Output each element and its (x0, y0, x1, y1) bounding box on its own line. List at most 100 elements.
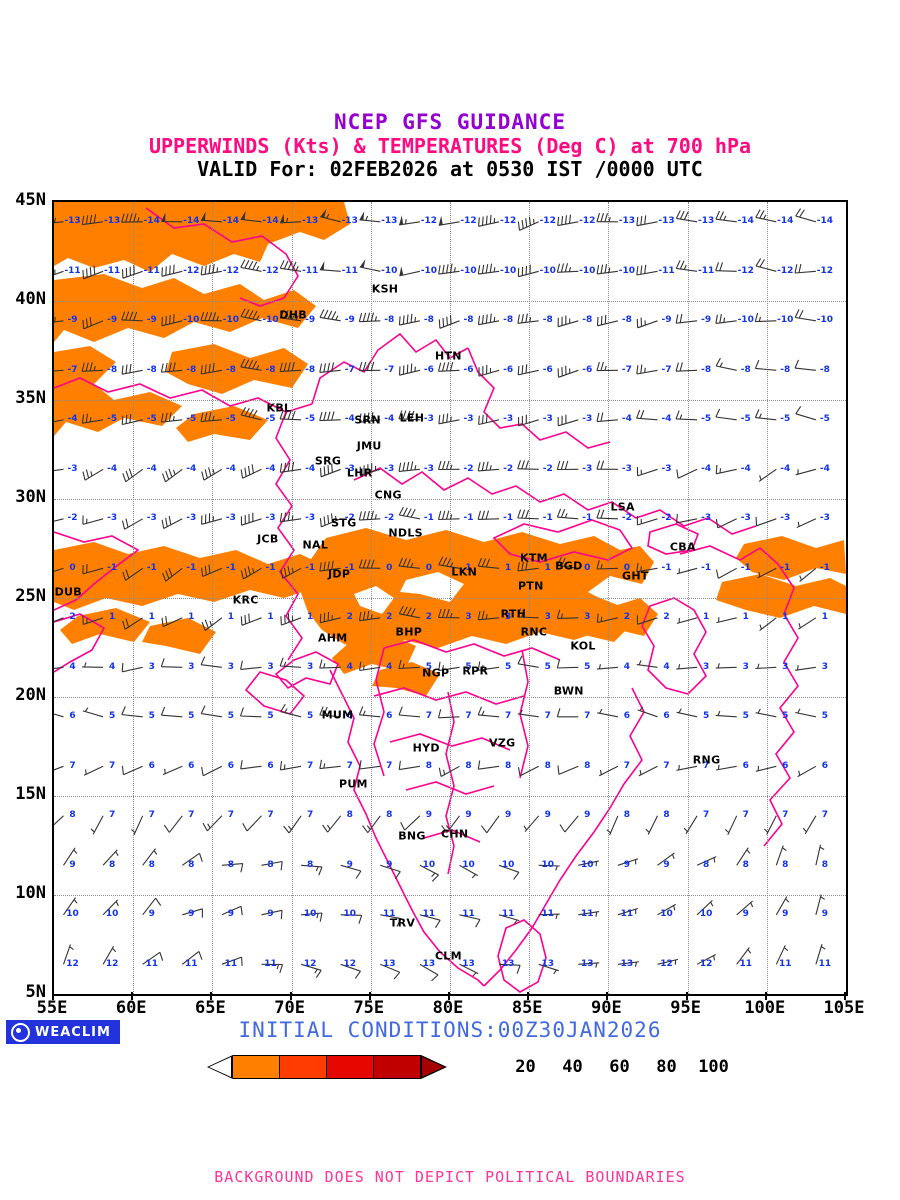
temperature-value: 9 (148, 909, 155, 920)
temperature-value: 13 (462, 958, 475, 969)
wind-barb (478, 364, 500, 377)
temperature-value: 9 (386, 859, 393, 870)
wind-barb (438, 315, 460, 329)
wind-barb (359, 211, 381, 223)
axis-label-x: 100E (744, 998, 786, 1018)
station-label-leh: LEH (399, 411, 425, 425)
temperature-value: 3 (148, 661, 155, 672)
temperature-value: 8 (69, 810, 76, 821)
temperature-value: -8 (423, 315, 434, 326)
temperature-value: -7 (661, 364, 672, 375)
wind-barb (82, 563, 104, 575)
temperature-value: 11 (620, 909, 634, 920)
wind-barb (54, 518, 64, 522)
wind-barb (121, 265, 143, 279)
temperature-value: -2 (542, 463, 553, 474)
temperature-value: -10 (420, 265, 438, 276)
temperature-value: 12 (303, 958, 317, 969)
wind-barb (161, 314, 183, 327)
wind-barb (54, 419, 64, 423)
axis-label-y: 25N (15, 586, 46, 606)
wind-barb (795, 468, 817, 476)
wind-barb (82, 707, 104, 718)
temperature-value: 10 (501, 859, 515, 870)
axis-label-y: 15N (15, 784, 46, 804)
temperature-value: 9 (346, 859, 353, 870)
temperature-value: -4 (819, 463, 830, 474)
gridline-horizontal (54, 598, 846, 599)
axis-label-x: 105E (823, 998, 865, 1018)
wind-barb (279, 657, 302, 668)
station-label-stg: STG (331, 516, 357, 530)
wind-barb (517, 264, 539, 278)
wind-barb (675, 313, 698, 324)
wind-barb (358, 510, 381, 521)
colorbar-cell-3 (374, 1055, 422, 1079)
temperature-value: 8 (108, 859, 116, 870)
temperature-value: -11 (103, 265, 121, 276)
temperature-value: -2 (503, 463, 514, 474)
wind-barb (54, 666, 64, 670)
wind-barb (221, 863, 244, 873)
wind-barb (716, 617, 737, 624)
temperature-value: 7 (702, 760, 710, 771)
wind-barb (538, 913, 560, 919)
wind-barb (559, 815, 579, 833)
axis-label-y: 30N (15, 487, 46, 507)
temperature-value: 11 (581, 909, 594, 920)
wind-barb (617, 858, 639, 866)
wind-barb (319, 309, 341, 322)
temperature-value: 9 (188, 909, 195, 920)
temperature-value: 7 (306, 760, 314, 771)
axis-tick-x (685, 992, 688, 1000)
temperature-value: 8 (386, 810, 393, 821)
temperature-value: 6 (623, 711, 631, 722)
weather-map[interactable]: -13 -13 -14 -14 -14 -14 -13 -13 -13 -12 -12 -12 -12-… (52, 200, 848, 996)
temperature-value: -10 (816, 315, 834, 326)
wind-barb (283, 815, 302, 834)
temperature-value: 1 (306, 612, 314, 623)
temperature-value: 3 (544, 612, 551, 623)
wind-barb (438, 413, 460, 425)
gridline-horizontal (54, 301, 846, 302)
wind-barb (380, 914, 402, 927)
temperature-value: 10 (699, 909, 713, 920)
temperature-value: -12 (499, 216, 517, 227)
temperature-value: 8 (306, 859, 314, 870)
wind-barb (798, 617, 817, 630)
wind-barb (755, 209, 777, 223)
wind-barb (794, 309, 816, 322)
temperature-value: 4 (69, 661, 76, 672)
station-label-ght: GHT (621, 569, 649, 583)
temperature-value: 7 (227, 810, 235, 821)
station-label-lsa: LSA (610, 500, 635, 514)
wind-barb (636, 364, 658, 375)
wind-barb (279, 361, 302, 372)
wind-barb (142, 897, 162, 916)
temperature-value: -1 (503, 513, 514, 524)
temperature-value: -10 (777, 315, 794, 326)
axis-tick-x (210, 992, 213, 1000)
station-label-bhp: BHP (395, 625, 423, 639)
wind-barb (82, 662, 104, 668)
wind-barb (696, 856, 717, 866)
wind-barb (240, 308, 262, 322)
wind-barb (161, 212, 183, 223)
wind-barb (358, 559, 381, 569)
temperature-value: 9 (544, 810, 551, 821)
temperature-value: -1 (463, 513, 474, 524)
temperature-value: 1 (227, 612, 235, 623)
temperature-value: -14 (183, 216, 200, 227)
temperature-value: 3 (782, 661, 789, 672)
station-label-cng: CNG (374, 488, 402, 502)
wind-barb (676, 664, 698, 670)
temperature-value: -8 (384, 315, 395, 326)
temperature-value: -1 (701, 562, 712, 573)
temperature-value: 9 (465, 810, 472, 821)
wind-barb (598, 765, 619, 777)
wind-barb (459, 914, 481, 928)
map-vector-layer (54, 202, 846, 993)
wind-barb (359, 259, 381, 272)
wind-barb (556, 609, 579, 619)
wind-barb (398, 313, 421, 326)
